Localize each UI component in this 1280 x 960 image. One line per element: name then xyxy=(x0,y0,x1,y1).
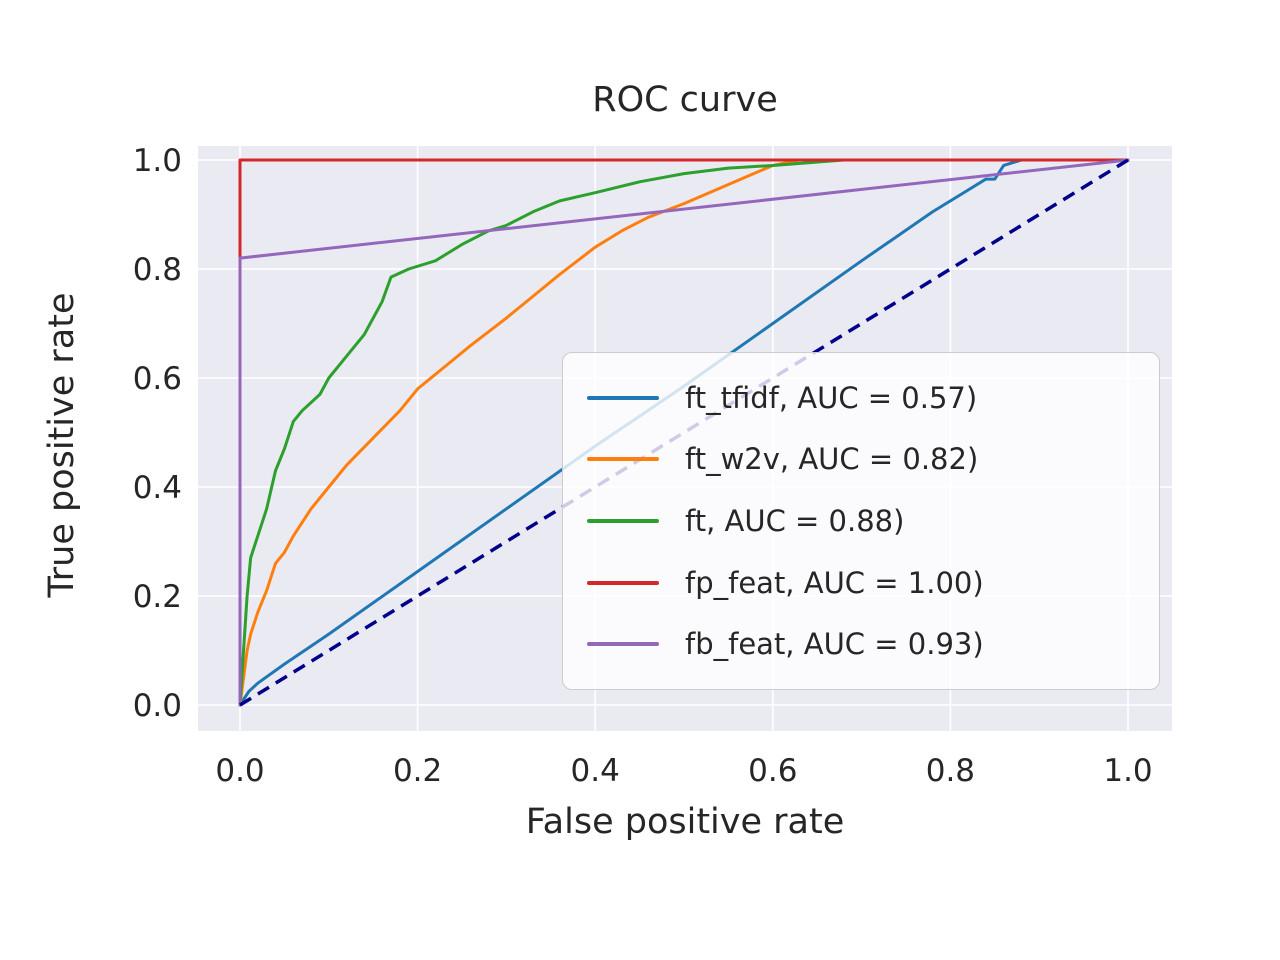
legend-label: ft_tfidf, AUC = 0.57) xyxy=(685,380,978,415)
x-tick-label: 0.2 xyxy=(393,753,442,789)
x-tick-label: 1.0 xyxy=(1103,753,1152,789)
legend-swatch-fp_feat xyxy=(587,580,659,585)
y-tick-label: 0.8 xyxy=(133,252,182,288)
y-tick-label: 0.0 xyxy=(133,688,182,724)
legend-label: ft_w2v, AUC = 0.82) xyxy=(685,442,979,477)
legend-swatch-ft xyxy=(587,518,659,523)
legend-swatch-fb_feat xyxy=(587,642,659,647)
legend-item-ft: ft, AUC = 0.88) xyxy=(587,504,1135,538)
x-tick-label: 0.0 xyxy=(215,753,264,789)
legend-item-ft_w2v: ft_w2v, AUC = 0.82) xyxy=(587,442,1135,476)
y-tick-label: 0.4 xyxy=(133,470,182,506)
x-tick-label: 0.6 xyxy=(748,753,797,789)
x-axis-label: False positive rate xyxy=(525,802,845,842)
x-tick-label: 0.8 xyxy=(926,753,975,789)
y-tick-label: 0.6 xyxy=(133,361,182,397)
y-tick-label: 1.0 xyxy=(133,143,182,179)
series-line-ft xyxy=(238,158,1130,707)
y-tick-label: 0.2 xyxy=(133,579,182,615)
reference-diagonal-line xyxy=(239,158,1129,707)
x-tick-label: 0.4 xyxy=(571,753,620,789)
legend-item-fp_feat: fp_feat, AUC = 1.00) xyxy=(587,566,1135,600)
series-line-fb_feat xyxy=(238,158,1130,707)
legend-item-ft_tfidf: ft_tfidf, AUC = 0.57) xyxy=(587,381,1135,415)
legend-label: ft, AUC = 0.88) xyxy=(685,503,905,538)
legend-swatch-ft_tfidf xyxy=(587,395,659,400)
legend-label: fb_feat, AUC = 0.93) xyxy=(685,627,984,662)
y-axis-label: True positive rate xyxy=(42,292,82,598)
legend-swatch-ft_w2v xyxy=(587,457,659,462)
legend-label: fp_feat, AUC = 1.00) xyxy=(685,565,984,600)
chart-title: ROC curve xyxy=(592,80,778,120)
legend-item-fb_feat: fb_feat, AUC = 0.93) xyxy=(587,627,1135,661)
legend: ft_tfidf, AUC = 0.57) ft_w2v, AUC = 0.82)… xyxy=(562,352,1160,690)
